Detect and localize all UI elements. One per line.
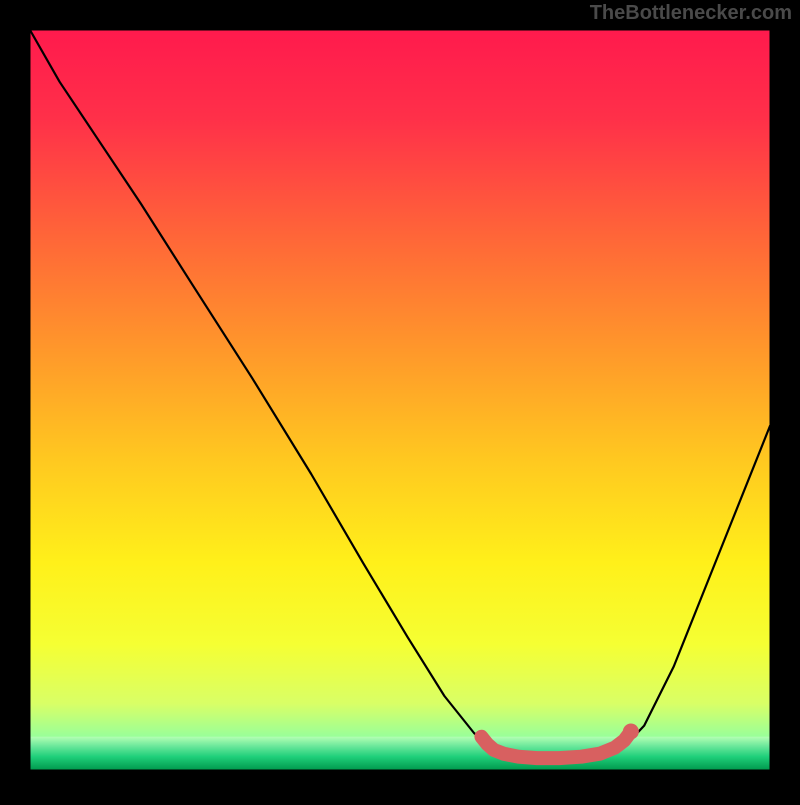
chart-container: TheBottlenecker.com (0, 0, 800, 800)
watermark-text: TheBottlenecker.com (590, 2, 792, 25)
green-band (30, 737, 770, 770)
plot-background (30, 30, 770, 770)
bottleneck-chart (0, 0, 800, 800)
valley-marker-end-dot (623, 724, 639, 740)
